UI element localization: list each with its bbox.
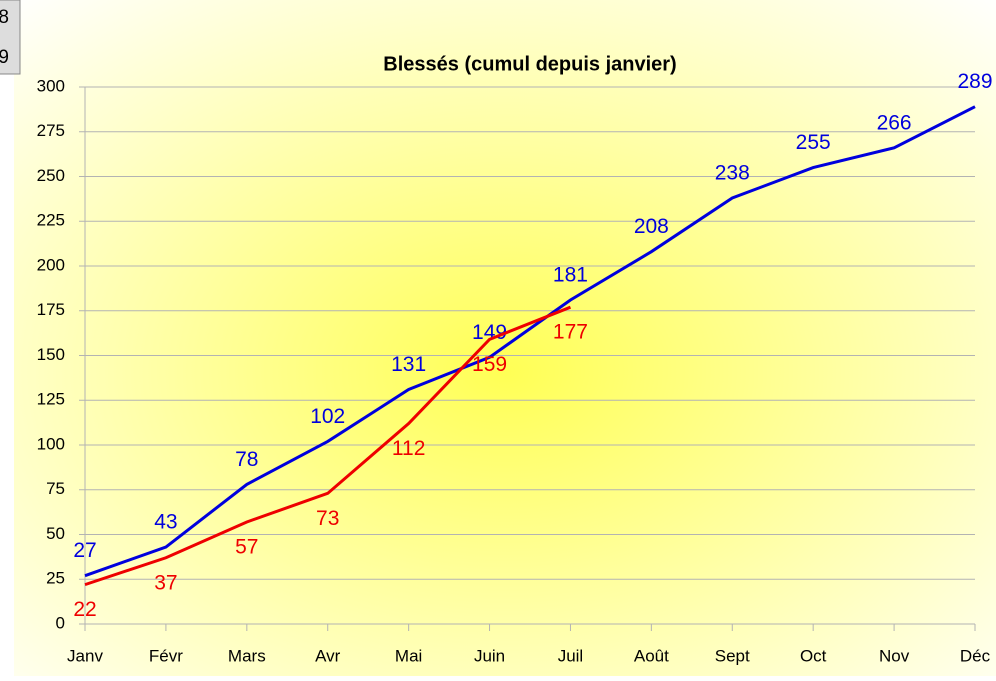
data-label: 37 <box>154 571 177 594</box>
chart-title: Blessés (cumul depuis janvier) <box>383 53 676 75</box>
x-tick-label: Janv <box>67 646 103 665</box>
y-tick-label: 50 <box>46 524 65 543</box>
data-label: 238 <box>715 162 750 185</box>
y-tick-label: 150 <box>37 345 65 364</box>
series-line <box>84 305 572 587</box>
x-tick-label: Sept <box>715 646 750 665</box>
x-tick-label: Févr <box>149 646 183 665</box>
data-label: 208 <box>634 215 669 238</box>
x-tick-label: Oct <box>800 646 827 665</box>
legend-box <box>0 0 21 75</box>
y-tick-label: 125 <box>37 390 65 409</box>
data-label: 22 <box>73 598 96 621</box>
x-tick-label: Août <box>634 646 669 665</box>
x-tick-label: Juin <box>474 646 505 665</box>
data-label: 43 <box>154 511 177 534</box>
x-tick-label: Juil <box>558 646 584 665</box>
data-label: 57 <box>235 536 258 559</box>
data-label: 289 <box>957 70 992 93</box>
chart-background <box>14 0 996 676</box>
x-tick-label: Déc <box>960 646 991 665</box>
data-label: 159 <box>472 353 507 376</box>
legend-label: 8 <box>0 7 9 28</box>
y-tick-label: 200 <box>37 255 65 274</box>
y-tick-label: 225 <box>37 211 65 230</box>
x-tick-label: Avr <box>315 646 341 665</box>
y-tick-label: 250 <box>37 166 65 185</box>
data-label: 255 <box>796 131 831 154</box>
data-label: 181 <box>553 264 588 287</box>
series-line <box>84 105 976 578</box>
y-tick-label: 0 <box>56 613 65 632</box>
data-label: 149 <box>472 321 507 344</box>
data-label: 27 <box>73 539 96 562</box>
x-tick-label: Nov <box>879 646 910 665</box>
y-tick-label: 25 <box>46 569 65 588</box>
data-label: 177 <box>553 321 588 344</box>
data-label: 73 <box>316 507 339 530</box>
data-label: 112 <box>392 437 425 460</box>
data-label: 102 <box>310 405 345 428</box>
y-tick-label: 175 <box>37 300 65 319</box>
y-tick-label: 100 <box>37 434 65 453</box>
data-label: 266 <box>877 111 912 134</box>
legend-label: 9 <box>0 47 9 68</box>
y-tick-label: 300 <box>37 76 65 95</box>
y-tick-label: 275 <box>37 121 65 140</box>
data-label: 131 <box>391 353 426 376</box>
data-label: 78 <box>235 448 258 471</box>
y-tick-label: 75 <box>46 479 65 498</box>
x-tick-label: Mars <box>228 646 266 665</box>
x-tick-label: Mai <box>395 646 422 665</box>
